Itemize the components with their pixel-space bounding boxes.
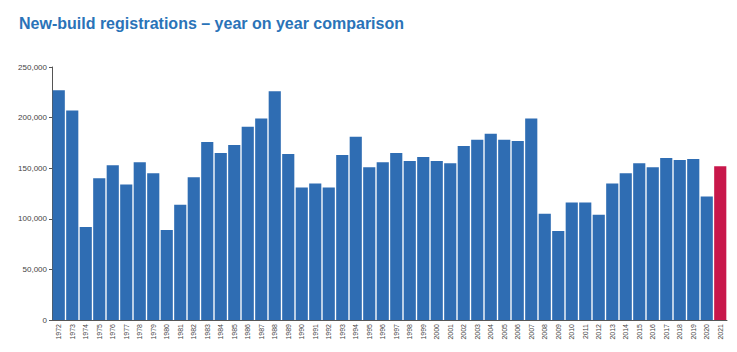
svg-text:1986: 1986 xyxy=(244,324,251,340)
svg-text:1995: 1995 xyxy=(366,324,373,340)
svg-text:2013: 2013 xyxy=(609,324,616,340)
svg-text:1992: 1992 xyxy=(325,324,332,340)
svg-text:1977: 1977 xyxy=(123,324,130,340)
svg-text:2008: 2008 xyxy=(541,324,548,340)
svg-text:1987: 1987 xyxy=(258,324,265,340)
svg-text:2014: 2014 xyxy=(622,324,629,340)
svg-text:1990: 1990 xyxy=(298,324,305,340)
svg-text:50,000: 50,000 xyxy=(23,265,48,274)
svg-text:1972: 1972 xyxy=(55,324,62,340)
svg-text:2005: 2005 xyxy=(501,324,508,340)
svg-text:2019: 2019 xyxy=(690,324,697,340)
svg-text:2004: 2004 xyxy=(487,324,494,340)
svg-text:1979: 1979 xyxy=(150,324,157,340)
svg-text:2000: 2000 xyxy=(433,324,440,340)
svg-text:2010: 2010 xyxy=(568,324,575,340)
svg-text:1984: 1984 xyxy=(217,324,224,340)
svg-text:2006: 2006 xyxy=(514,324,521,340)
svg-text:2012: 2012 xyxy=(595,324,602,340)
svg-text:1974: 1974 xyxy=(82,324,89,340)
svg-text:1991: 1991 xyxy=(312,324,319,340)
svg-text:1997: 1997 xyxy=(393,324,400,340)
svg-text:1988: 1988 xyxy=(271,324,278,340)
svg-text:2003: 2003 xyxy=(474,324,481,340)
svg-text:1982: 1982 xyxy=(190,324,197,340)
svg-text:1989: 1989 xyxy=(285,324,292,340)
svg-text:250,000: 250,000 xyxy=(18,63,47,72)
svg-text:1994: 1994 xyxy=(352,324,359,340)
svg-text:1978: 1978 xyxy=(136,324,143,340)
svg-text:100,000: 100,000 xyxy=(18,214,47,223)
svg-text:2001: 2001 xyxy=(447,324,454,340)
svg-text:2002: 2002 xyxy=(460,324,467,340)
svg-text:2015: 2015 xyxy=(636,324,643,340)
svg-text:1998: 1998 xyxy=(406,324,413,340)
svg-text:1985: 1985 xyxy=(231,324,238,340)
svg-text:2016: 2016 xyxy=(649,324,656,340)
svg-text:New-build registrations – year: New-build registrations – year on year c… xyxy=(19,15,404,32)
svg-text:2018: 2018 xyxy=(676,324,683,340)
svg-text:2017: 2017 xyxy=(663,324,670,340)
svg-text:1999: 1999 xyxy=(420,324,427,340)
svg-text:0: 0 xyxy=(43,316,48,325)
svg-text:1981: 1981 xyxy=(177,324,184,340)
svg-text:2020: 2020 xyxy=(703,324,710,340)
svg-text:2007: 2007 xyxy=(528,324,535,340)
svg-text:1983: 1983 xyxy=(204,324,211,340)
svg-text:2021: 2021 xyxy=(717,324,724,340)
svg-text:1993: 1993 xyxy=(339,324,346,340)
svg-text:1980: 1980 xyxy=(163,324,170,340)
svg-text:1976: 1976 xyxy=(109,324,116,340)
svg-text:2011: 2011 xyxy=(582,324,589,339)
svg-text:150,000: 150,000 xyxy=(18,164,47,173)
svg-text:2009: 2009 xyxy=(555,324,562,340)
svg-text:1973: 1973 xyxy=(69,324,76,340)
svg-text:200,000: 200,000 xyxy=(18,113,47,122)
svg-text:1996: 1996 xyxy=(379,324,386,340)
svg-text:1975: 1975 xyxy=(96,324,103,340)
